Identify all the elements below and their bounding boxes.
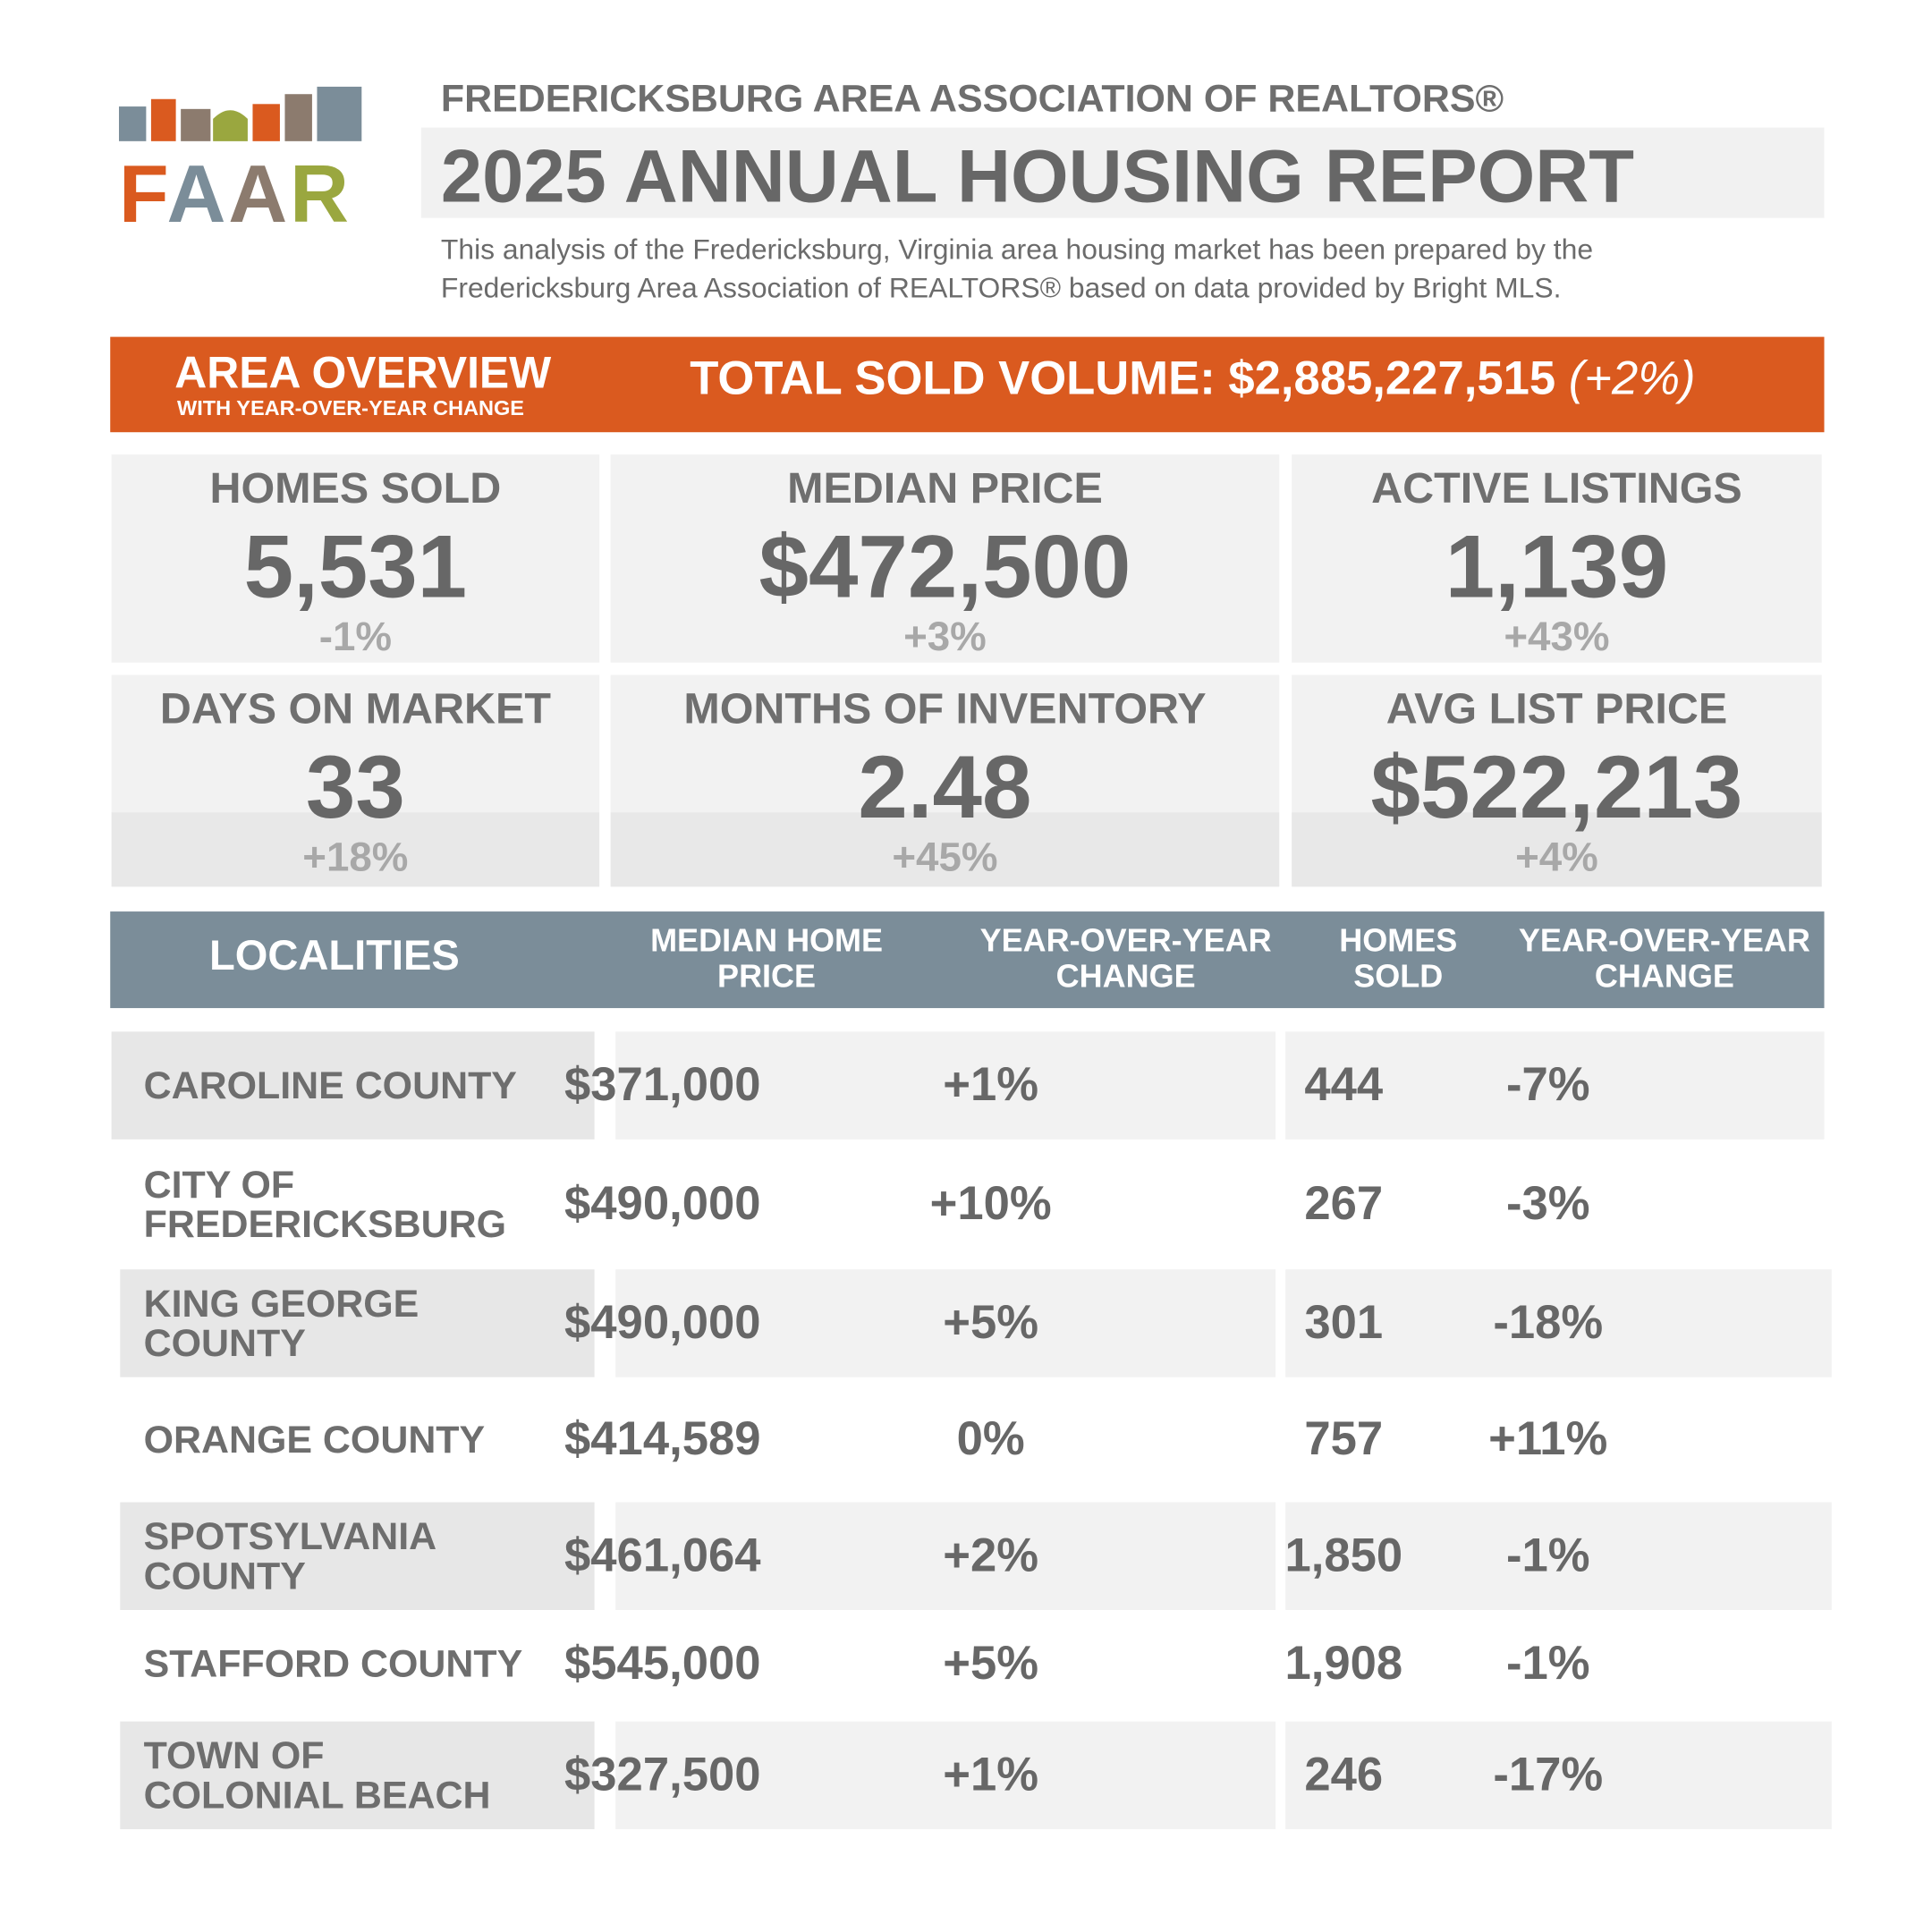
banner-title: AREA OVERVIEW	[174, 346, 552, 398]
row-bg	[615, 1269, 1276, 1377]
table-value: +1%	[943, 1058, 1039, 1111]
table-value: $490,000	[564, 1177, 761, 1230]
total-volume: TOTAL SOLD VOLUME: $2,885,227,515 (+2%)	[690, 352, 1696, 405]
table-value: 246	[1304, 1749, 1384, 1801]
description: This analysis of the Fredericksburg, Vir…	[440, 233, 1594, 304]
table-value: 267	[1304, 1177, 1384, 1230]
table-value: -18%	[1493, 1296, 1604, 1349]
row-bg	[1285, 1269, 1832, 1377]
stat-label: ACTIVE LISTINGS	[1371, 464, 1742, 513]
table-value: $545,000	[564, 1638, 761, 1690]
skyline	[1292, 812, 1822, 887]
table-value: 301	[1304, 1296, 1384, 1349]
table-value: -1%	[1505, 1638, 1590, 1690]
locality: STAFFORD COUNTY	[143, 1641, 523, 1686]
stat-value: 33	[305, 738, 405, 837]
stat-label: MONTHS OF INVENTORY	[683, 684, 1207, 733]
locality: ORANGE COUNTY	[143, 1417, 486, 1462]
table-value: 1,908	[1284, 1638, 1403, 1690]
table-value: $490,000	[564, 1296, 761, 1349]
banner-subtitle: WITH YEAR-OVER-YEAR CHANGE	[176, 396, 524, 420]
stat-card: MONTHS OF INVENTORY 2.48 +45%	[610, 674, 1280, 887]
table-value: $414,589	[564, 1412, 761, 1465]
logo-text: FAAR	[118, 147, 352, 240]
stat-card: MEDIAN PRICE $472,500 +3%	[610, 454, 1280, 663]
locality: SPOTSYLVANIA COUNTY	[143, 1513, 436, 1597]
stat-card: ACTIVE LISTINGS 1,139 +43%	[1292, 454, 1822, 663]
table-value: +5%	[943, 1638, 1039, 1690]
table-header: LOCALITIES MEDIAN HOME PRICE YEAR-OVER-YEA…	[110, 911, 1825, 1009]
stat-value: $472,500	[758, 517, 1131, 617]
column-header: YEAR-OVER-YEAR CHANGE	[979, 921, 1272, 995]
stat-change: +45%	[892, 833, 998, 880]
locality: CITY OF FREDERICKSBURG	[143, 1162, 507, 1246]
row-bg	[120, 1721, 595, 1830]
locality: TOWN OF COLONIAL BEACH	[143, 1733, 491, 1817]
table-value: +5%	[943, 1296, 1039, 1349]
column-header: HOMES SOLD	[1339, 921, 1458, 995]
stat-label: MEDIAN PRICE	[787, 464, 1103, 513]
column-header: MEDIAN HOME PRICE	[650, 921, 884, 995]
table-value: $327,500	[564, 1749, 761, 1801]
row-bg	[1285, 1502, 1832, 1610]
row-bg	[615, 1721, 1276, 1830]
row-bg	[120, 1269, 595, 1377]
stat-card: AVG LIST PRICE $522,213 +4%	[1292, 674, 1822, 887]
table-value: -7%	[1505, 1058, 1590, 1111]
row-bg	[615, 1502, 1276, 1610]
table-value: +10%	[929, 1177, 1052, 1230]
table-value: -3%	[1505, 1177, 1590, 1230]
locality: CAROLINE COUNTY	[143, 1063, 517, 1107]
overview-banner: AREA OVERVIEW WITH YEAR-OVER-YEAR CHANGE…	[110, 336, 1825, 433]
row-bg	[111, 1031, 595, 1140]
table-value: -1%	[1505, 1529, 1590, 1582]
row-bg	[1285, 1031, 1825, 1140]
stat-change: -1%	[318, 613, 393, 659]
report-title: 2025 ANNUAL HOUSING REPORT	[440, 134, 1635, 218]
locality: KING GEORGE COUNTY	[143, 1281, 419, 1365]
stat-value: 1,139	[1445, 517, 1669, 617]
stat-value: $522,213	[1370, 738, 1743, 837]
table-value: $461,064	[564, 1529, 761, 1582]
stat-card: HOMES SOLD 5,531 -1%	[111, 454, 600, 663]
skyline	[610, 812, 1280, 887]
table-value: 0%	[956, 1412, 1025, 1465]
stat-value: 2.48	[858, 738, 1032, 837]
title-box	[420, 127, 1825, 218]
table-value: +2%	[943, 1529, 1039, 1582]
stat-label: DAYS ON MARKET	[159, 684, 551, 733]
table-value: 1,850	[1284, 1529, 1403, 1582]
table-value: +11%	[1488, 1412, 1608, 1465]
stat-change: +3%	[903, 613, 987, 659]
skyline	[111, 812, 600, 887]
stat-label: AVG LIST PRICE	[1385, 684, 1728, 733]
row-bg	[1285, 1721, 1832, 1830]
table-value: +1%	[943, 1749, 1039, 1801]
org-name: FREDERICKSBURG AREA ASSOCIATION OF REALT…	[440, 76, 1504, 121]
stat-card: DAYS ON MARKET 33 +18%	[111, 674, 600, 887]
stat-value: 5,531	[243, 517, 468, 617]
logo-icons	[118, 86, 362, 141]
stat-change: +43%	[1504, 613, 1610, 659]
table-value: 757	[1304, 1412, 1384, 1465]
column-header: YEAR-OVER-YEAR CHANGE	[1518, 921, 1810, 995]
column-header: LOCALITIES	[208, 932, 460, 980]
stat-change: +4%	[1515, 833, 1598, 880]
stat-label: HOMES SOLD	[209, 464, 502, 513]
table-value: -17%	[1493, 1749, 1604, 1801]
table-value: $371,000	[564, 1058, 761, 1111]
table-value: 444	[1304, 1058, 1384, 1111]
stat-change: +18%	[302, 833, 409, 880]
row-bg	[615, 1031, 1276, 1140]
row-bg	[120, 1502, 595, 1610]
